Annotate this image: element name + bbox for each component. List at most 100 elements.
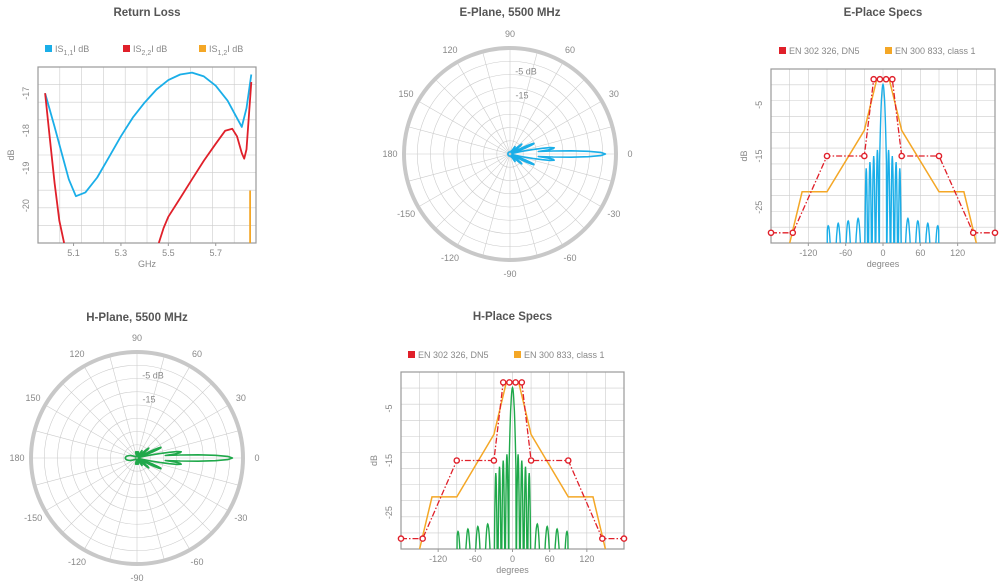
series-group <box>44 71 253 243</box>
x-tick-label: 60 <box>915 248 925 258</box>
polar-grid <box>403 47 617 261</box>
angle-label: 0 <box>627 149 632 159</box>
polar-spoke <box>136 382 213 459</box>
angle-label: 60 <box>192 349 202 359</box>
mask-dn5-marker <box>767 229 775 237</box>
polar-spoke <box>509 78 586 155</box>
y-tick-label: -18 <box>21 124 31 137</box>
mask-dn5-marker <box>599 535 606 542</box>
polar-spoke <box>509 100 602 155</box>
y-tick-label: -25 <box>754 201 764 214</box>
angle-label: -30 <box>607 209 620 219</box>
polar-spoke <box>482 51 511 155</box>
polar-spoke <box>509 51 538 155</box>
y-axis-label: dB <box>739 150 749 161</box>
polar-outer-ring <box>402 46 618 262</box>
polar-spoke <box>509 153 564 246</box>
legend-swatch <box>123 45 130 52</box>
y-axis-label: dB <box>369 455 379 466</box>
mask-dn5-marker <box>499 379 507 386</box>
radiation-pattern <box>507 142 607 166</box>
grid <box>771 69 995 243</box>
mask-dn5-marker <box>564 457 572 464</box>
polar-spoke <box>45 404 138 459</box>
polar-spoke <box>136 457 191 550</box>
polar-spoke <box>509 126 613 155</box>
mask-dn5-marker <box>882 75 890 83</box>
polar-spoke <box>418 100 511 155</box>
mask-dn5-marker <box>397 535 405 542</box>
angle-label: 90 <box>132 333 142 343</box>
radiation-pattern <box>124 446 234 470</box>
chart-e-plane: E-Plane, 5500 MHz 90 60 30 0 -30 -60 -90 -120 -15… <box>382 7 632 279</box>
mask-dn5-marker <box>506 379 513 386</box>
angle-label: 180 <box>382 149 397 159</box>
y-tick-label: -15 <box>384 454 394 467</box>
polar-spoke <box>136 355 165 459</box>
angle-label: 90 <box>505 29 515 39</box>
polar-spoke <box>482 153 511 257</box>
polar-spoke <box>136 366 191 459</box>
x-tick-label: 120 <box>579 554 594 564</box>
legend-swatch <box>408 351 415 358</box>
y-tick-label: -17 <box>21 87 31 100</box>
mask-dn5-marker <box>490 457 498 464</box>
x-tick-label: 0 <box>510 554 515 564</box>
legend-swatch <box>885 47 892 54</box>
chart-title: H-Place Specs <box>473 311 552 323</box>
polar-spoke <box>434 153 511 230</box>
chart-h-plane: H-Plane, 5500 MHz 90 60 30 0 -30 -60 -90 -120 -15… <box>9 312 259 583</box>
angle-label: 120 <box>442 45 457 55</box>
polar-spoke <box>109 355 138 459</box>
polar-outer-ring <box>29 350 245 566</box>
x-tick-label: 5.3 <box>115 248 128 258</box>
angle-label: -30 <box>234 513 247 523</box>
angle-label: 30 <box>236 393 246 403</box>
polar-spoke <box>509 153 586 230</box>
radial-label: -5 dB <box>142 370 164 380</box>
x-tick-label: -60 <box>469 554 482 564</box>
x-tick-label: 120 <box>950 248 965 258</box>
legend-swatch <box>779 47 786 54</box>
angle-label: 60 <box>565 45 575 55</box>
series-line-red <box>157 81 253 243</box>
x-tick-label: -120 <box>429 554 447 564</box>
polar-spoke <box>61 382 138 459</box>
legend-entry: EN 300 833, class 1 <box>895 46 976 56</box>
polar-spoke <box>407 126 511 155</box>
angle-label: -90 <box>503 269 516 279</box>
mask-dn5-marker <box>419 535 426 542</box>
polar-spoke <box>136 457 240 486</box>
angle-label: -60 <box>190 557 203 567</box>
y-tick-label: -5 <box>754 101 764 109</box>
angle-label: -120 <box>68 557 86 567</box>
angle-label: -150 <box>24 513 42 523</box>
plot-frame <box>37 66 257 244</box>
polar-spoke <box>34 430 138 459</box>
polar-spoke <box>456 153 511 246</box>
grid <box>401 372 624 549</box>
series-line-blue <box>44 71 253 198</box>
polar-spoke <box>407 153 511 182</box>
polar-spoke <box>509 153 538 257</box>
angle-label: 180 <box>9 453 24 463</box>
polar-spoke <box>509 62 564 155</box>
angle-label: 30 <box>609 89 619 99</box>
mask-dn5-marker <box>898 152 905 160</box>
radial-label: -15 <box>515 91 528 101</box>
polar-spoke <box>34 457 138 486</box>
polar-spoke <box>109 457 138 561</box>
angle-label: -120 <box>441 253 459 263</box>
mask-dn5-marker <box>620 535 628 542</box>
polar-spoke <box>83 457 138 550</box>
angle-label: 150 <box>399 89 414 99</box>
chart-title: H-Plane, 5500 MHz <box>86 312 188 324</box>
legend-swatch <box>514 351 521 358</box>
y-tick-label: -19 <box>21 162 31 175</box>
legend-swatch <box>199 45 206 52</box>
angle-label: -150 <box>397 209 415 219</box>
grid <box>38 67 256 243</box>
polar-spoke <box>136 457 165 561</box>
mask-dn5-marker <box>512 379 519 386</box>
